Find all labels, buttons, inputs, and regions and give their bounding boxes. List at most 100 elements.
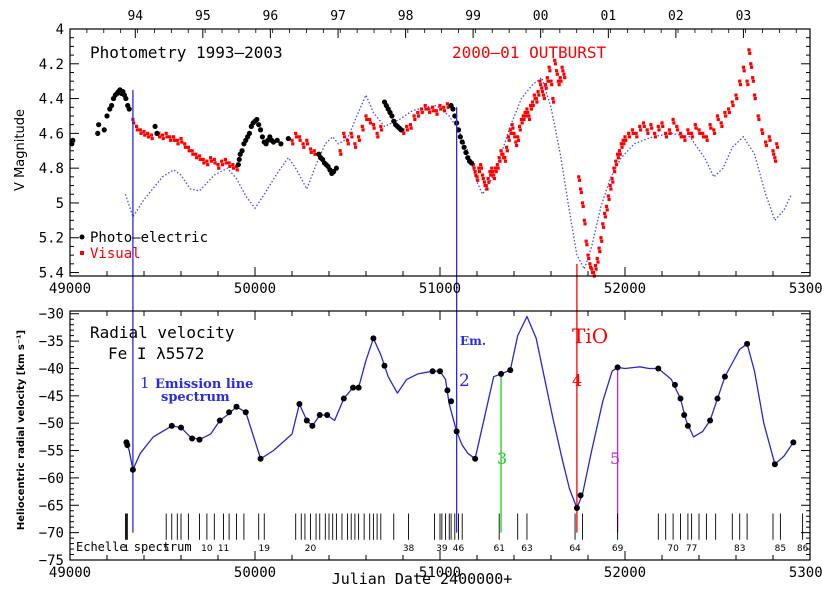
- axes: 4900050000510005200053000490005000051000…: [39, 9, 822, 581]
- echelle-number: 61: [493, 544, 504, 554]
- visual-point: [742, 69, 746, 73]
- velocity-point: [189, 435, 196, 442]
- visual-point: [474, 173, 478, 177]
- x-tick-label: 53000: [789, 281, 822, 297]
- visual-point: [364, 114, 368, 118]
- velocity-point: [350, 384, 357, 391]
- visual-point: [773, 159, 778, 163]
- velocity-point: [671, 381, 678, 388]
- visual-point: [761, 131, 765, 135]
- photoelectric-point: [152, 123, 158, 130]
- y-tick-label: −75: [39, 553, 64, 569]
- visual-point: [442, 109, 447, 113]
- visual-point: [485, 187, 489, 191]
- visual-point: [176, 142, 180, 146]
- echelle-number: 63: [521, 544, 532, 554]
- echelle-number: 77: [686, 544, 697, 554]
- visual-point: [187, 149, 191, 153]
- visual-point: [492, 173, 496, 177]
- visual-point: [514, 140, 518, 144]
- bottom-ylabel: Heliocentric radial velocity [km s⁻¹]: [16, 330, 27, 530]
- visual-point: [475, 175, 479, 179]
- visual-point: [671, 117, 675, 122]
- velocity-point: [684, 422, 691, 429]
- visual-point: [496, 166, 500, 170]
- visual-point: [489, 173, 493, 177]
- visual-point: [183, 145, 188, 149]
- y-tick-label: 4.6: [39, 126, 64, 142]
- velocity-point: [714, 395, 721, 402]
- echelle-number: 64: [569, 544, 581, 554]
- photoelectric-point: [257, 127, 264, 133]
- photoelectric-point: [457, 134, 463, 140]
- photoelectric-point: [461, 144, 467, 150]
- photoelectric-point: [95, 130, 101, 136]
- visual-point: [191, 152, 195, 156]
- visual-point: [505, 145, 509, 149]
- visual-point: [675, 124, 679, 129]
- visual-point: [342, 131, 346, 135]
- annot-1: 1: [140, 374, 150, 392]
- visual-point: [752, 93, 757, 97]
- velocity-point: [370, 335, 377, 342]
- y-tick-label: 5.4: [39, 266, 64, 282]
- velocity-point: [444, 387, 451, 394]
- visual-point: [445, 102, 449, 106]
- visual-point: [550, 83, 554, 87]
- visual-point: [693, 123, 697, 127]
- photoelectric-point: [450, 106, 456, 112]
- velocity-point: [744, 340, 751, 347]
- visual-point: [543, 83, 548, 87]
- visual-point: [405, 124, 409, 129]
- x-tick-label: 53000: [789, 565, 822, 581]
- visual-point: [529, 107, 533, 111]
- visual-point: [614, 163, 619, 167]
- velocity-point: [681, 411, 688, 418]
- visual-point: [223, 157, 227, 162]
- visual-point: [715, 114, 720, 118]
- visual-point: [424, 107, 428, 111]
- visual-point: [520, 121, 524, 125]
- visual-point: [747, 48, 751, 52]
- visual-point: [216, 163, 220, 167]
- echelle-number: 1: [124, 544, 130, 554]
- visual-point: [479, 163, 483, 167]
- velocity-point: [196, 436, 203, 443]
- visual-point: [190, 149, 194, 153]
- visual-point: [339, 152, 343, 156]
- visual-point: [290, 138, 294, 142]
- velocity-point: [381, 362, 388, 369]
- visual-point: [505, 149, 509, 153]
- visual-point: [529, 103, 533, 108]
- visual-point: [561, 69, 565, 73]
- visual-point: [716, 117, 720, 122]
- visual-point: [484, 183, 488, 188]
- y-tick-label: −70: [39, 526, 64, 542]
- echelle-number: 46: [453, 544, 465, 554]
- visual-point: [368, 117, 372, 122]
- visual-point: [179, 136, 183, 141]
- visual-point: [558, 76, 562, 80]
- visual-point: [143, 133, 147, 137]
- visual-point: [731, 103, 735, 108]
- visual-point: [690, 135, 694, 139]
- x-tick-label: 52000: [604, 281, 646, 297]
- visual-point: [551, 100, 556, 104]
- photoelectric-point: [154, 130, 160, 136]
- visual-point: [587, 257, 591, 261]
- y-tick-label: −40: [39, 361, 64, 377]
- legend-dot-photoelectric: [79, 234, 85, 240]
- visual-point: [169, 138, 173, 142]
- visual-point: [298, 138, 302, 142]
- visual-point: [194, 156, 199, 160]
- visual-point: [376, 135, 380, 139]
- visual-point: [653, 131, 657, 135]
- visual-point: [646, 131, 650, 135]
- visual-point: [546, 79, 550, 83]
- photoelectric-point: [239, 148, 245, 154]
- visual-point: [650, 126, 654, 130]
- visual-point: [591, 270, 596, 275]
- visual-point: [206, 163, 210, 167]
- visual-point: [616, 156, 620, 160]
- visual-point: [346, 142, 350, 146]
